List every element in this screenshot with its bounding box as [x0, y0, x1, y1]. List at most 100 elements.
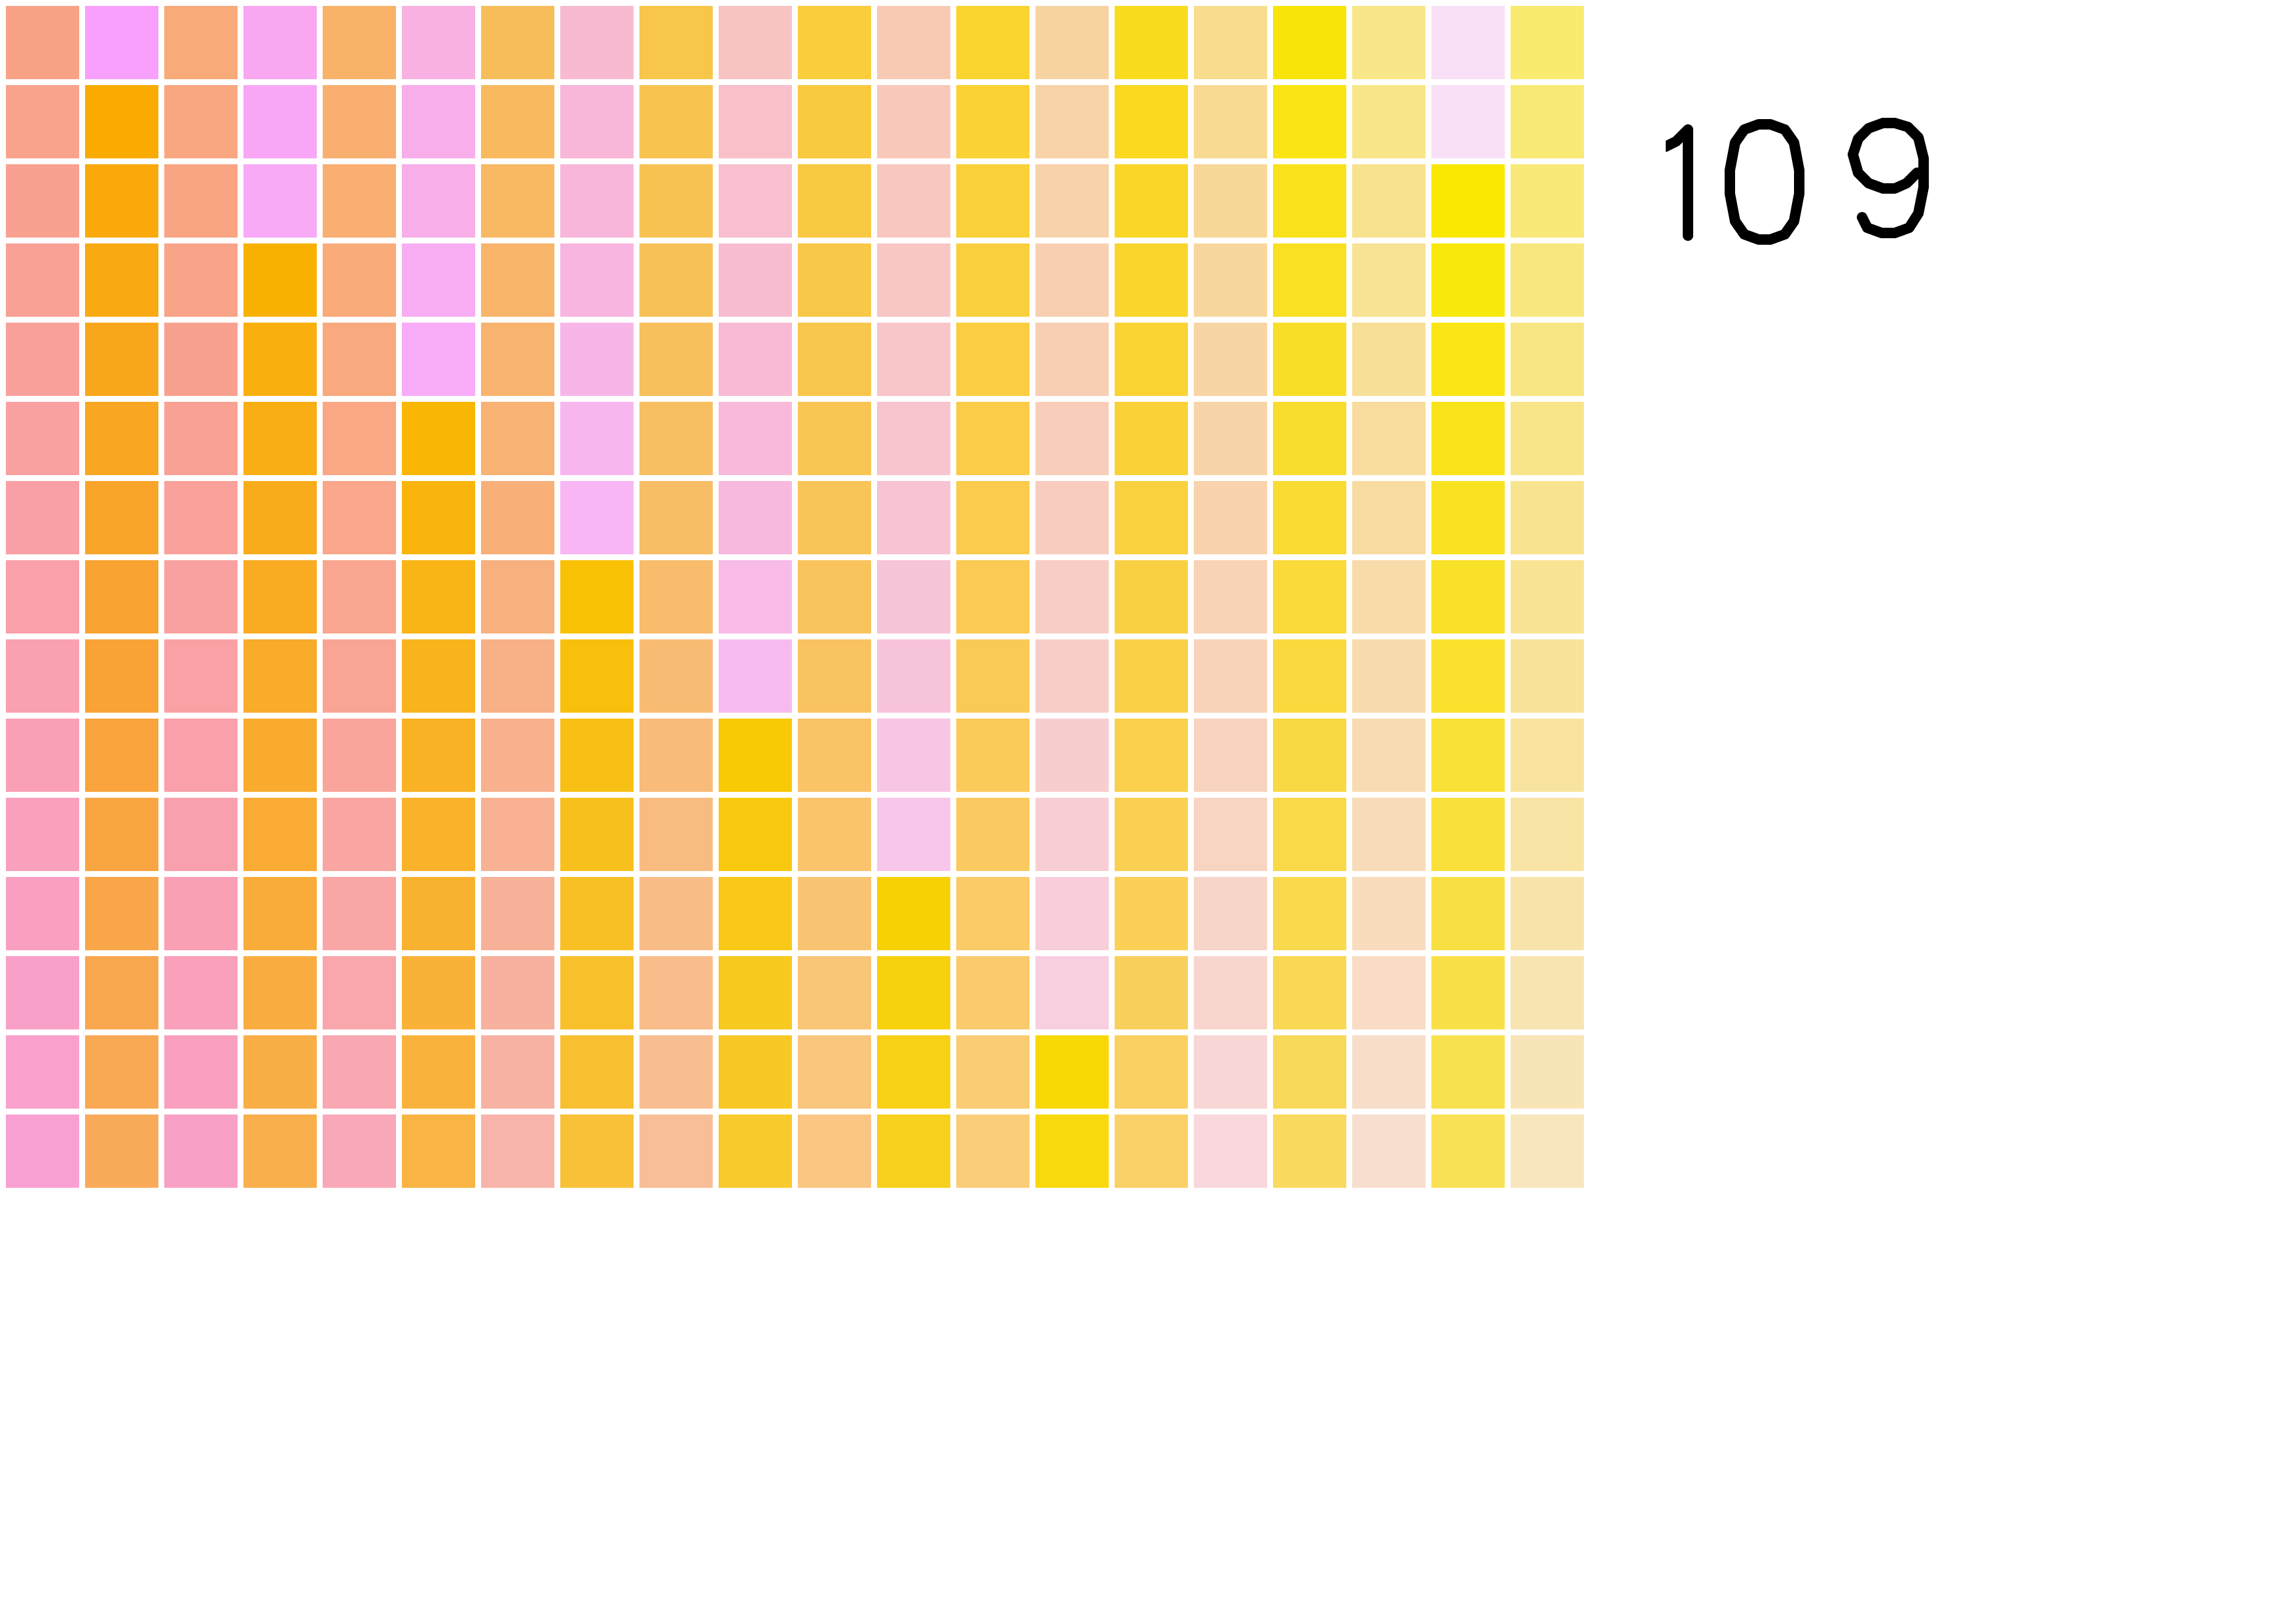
grid-tile[interactable]	[639, 560, 713, 633]
grid-tile[interactable]	[481, 481, 554, 554]
grid-tile[interactable]	[719, 560, 792, 633]
grid-tile[interactable]	[402, 1035, 475, 1109]
grid-tile[interactable]	[164, 402, 238, 475]
grid-tile[interactable]	[243, 956, 317, 1029]
grid-tile[interactable]	[85, 402, 158, 475]
grid-tile[interactable]	[798, 6, 871, 79]
grid-tile[interactable]	[877, 85, 950, 158]
grid-tile[interactable]	[6, 6, 79, 79]
grid-tile[interactable]	[6, 877, 79, 950]
grid-tile[interactable]	[719, 1115, 792, 1188]
grid-tile[interactable]	[719, 6, 792, 79]
grid-tile[interactable]	[243, 6, 317, 79]
grid-tile[interactable]	[1035, 639, 1109, 713]
grid-tile[interactable]	[243, 560, 317, 633]
grid-tile[interactable]	[956, 85, 1030, 158]
grid-tile[interactable]	[1352, 1035, 1426, 1109]
grid-tile[interactable]	[402, 6, 475, 79]
grid-tile[interactable]	[243, 481, 317, 554]
grid-tile[interactable]	[639, 1035, 713, 1109]
grid-tile[interactable]	[639, 243, 713, 317]
grid-tile[interactable]	[798, 798, 871, 871]
grid-tile[interactable]	[877, 798, 950, 871]
grid-tile[interactable]	[560, 798, 634, 871]
grid-tile[interactable]	[1194, 402, 1267, 475]
grid-tile[interactable]	[719, 798, 792, 871]
grid-tile[interactable]	[1273, 402, 1346, 475]
grid-tile[interactable]	[323, 1115, 396, 1188]
grid-tile[interactable]	[639, 719, 713, 792]
grid-tile[interactable]	[560, 164, 634, 238]
grid-tile[interactable]	[1194, 6, 1267, 79]
grid-tile[interactable]	[402, 243, 475, 317]
grid-tile[interactable]	[798, 1115, 871, 1188]
grid-tile[interactable]	[323, 956, 396, 1029]
grid-tile[interactable]	[798, 1035, 871, 1109]
grid-tile[interactable]	[85, 164, 158, 238]
grid-tile[interactable]	[6, 798, 79, 871]
grid-tile[interactable]	[1511, 639, 1584, 713]
grid-tile[interactable]	[1431, 877, 1505, 950]
grid-tile[interactable]	[243, 85, 317, 158]
grid-tile[interactable]	[1035, 402, 1109, 475]
grid-tile[interactable]	[719, 323, 792, 396]
grid-tile[interactable]	[1511, 323, 1584, 396]
grid-tile[interactable]	[719, 719, 792, 792]
grid-tile[interactable]	[877, 243, 950, 317]
grid-tile[interactable]	[85, 481, 158, 554]
grid-tile[interactable]	[481, 85, 554, 158]
grid-tile[interactable]	[877, 402, 950, 475]
grid-tile[interactable]	[85, 6, 158, 79]
grid-tile[interactable]	[85, 639, 158, 713]
grid-tile[interactable]	[956, 798, 1030, 871]
grid-tile[interactable]	[1035, 877, 1109, 950]
grid-tile[interactable]	[1115, 639, 1188, 713]
grid-tile[interactable]	[560, 243, 634, 317]
grid-tile[interactable]	[1035, 85, 1109, 158]
grid-tile[interactable]	[1431, 481, 1505, 554]
grid-tile[interactable]	[6, 719, 79, 792]
grid-tile[interactable]	[1431, 560, 1505, 633]
grid-tile[interactable]	[639, 798, 713, 871]
grid-tile[interactable]	[560, 956, 634, 1029]
grid-tile[interactable]	[560, 639, 634, 713]
grid-tile[interactable]	[1194, 164, 1267, 238]
grid-tile[interactable]	[1115, 560, 1188, 633]
grid-tile[interactable]	[323, 243, 396, 317]
grid-tile[interactable]	[85, 798, 158, 871]
grid-tile[interactable]	[323, 719, 396, 792]
grid-tile[interactable]	[798, 956, 871, 1029]
grid-tile[interactable]	[164, 85, 238, 158]
grid-tile[interactable]	[6, 956, 79, 1029]
grid-tile[interactable]	[1115, 481, 1188, 554]
grid-tile[interactable]	[1273, 481, 1346, 554]
grid-tile[interactable]	[1431, 1035, 1505, 1109]
grid-tile[interactable]	[402, 85, 475, 158]
grid-tile[interactable]	[798, 719, 871, 792]
grid-tile[interactable]	[1431, 164, 1505, 238]
grid-tile[interactable]	[798, 85, 871, 158]
grid-tile[interactable]	[164, 560, 238, 633]
grid-tile[interactable]	[1352, 639, 1426, 713]
grid-tile[interactable]	[1194, 560, 1267, 633]
grid-tile[interactable]	[323, 323, 396, 396]
grid-tile[interactable]	[956, 6, 1030, 79]
grid-tile[interactable]	[6, 639, 79, 713]
grid-tile[interactable]	[1035, 164, 1109, 238]
grid-tile[interactable]	[639, 956, 713, 1029]
grid-tile[interactable]	[956, 639, 1030, 713]
grid-tile[interactable]	[1352, 164, 1426, 238]
grid-tile[interactable]	[6, 402, 79, 475]
grid-tile[interactable]	[1194, 323, 1267, 396]
grid-tile[interactable]	[560, 877, 634, 950]
grid-tile[interactable]	[1511, 877, 1584, 950]
grid-tile[interactable]	[1431, 323, 1505, 396]
grid-tile[interactable]	[639, 877, 713, 950]
grid-tile[interactable]	[877, 1035, 950, 1109]
grid-tile[interactable]	[323, 877, 396, 950]
grid-tile[interactable]	[1511, 798, 1584, 871]
grid-tile[interactable]	[1431, 1115, 1505, 1188]
grid-tile[interactable]	[1035, 798, 1109, 871]
grid-tile[interactable]	[164, 719, 238, 792]
grid-tile[interactable]	[719, 243, 792, 317]
